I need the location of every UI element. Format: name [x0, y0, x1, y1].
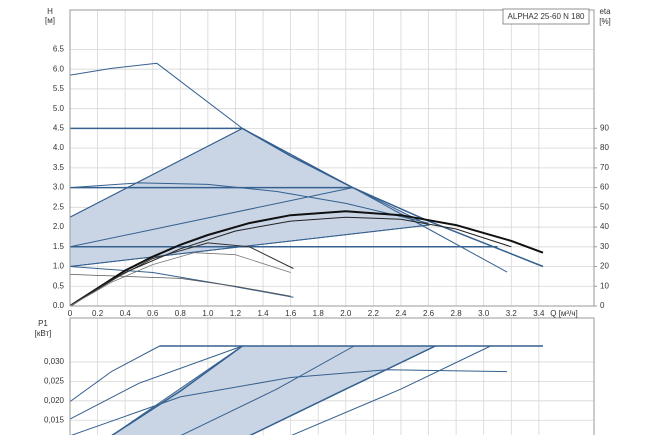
- plot-area-bottom: [70, 318, 594, 435]
- y-tick-label: 4.5: [53, 124, 65, 133]
- x-tick-label: 3.4: [533, 309, 545, 318]
- y-tick-label: 2.0: [53, 222, 65, 231]
- y2-tick-label: 20: [600, 262, 609, 271]
- curve: [70, 369, 508, 435]
- x-tick-label: 1.2: [230, 309, 242, 318]
- x-tick-label: 2.0: [340, 309, 352, 318]
- curve: [70, 187, 353, 248]
- x-tick-label: 2.2: [368, 309, 380, 318]
- y-tick-label: 0.5: [53, 281, 65, 290]
- curve: [111, 345, 243, 435]
- y2-tick-label: 40: [600, 222, 609, 231]
- y2-tick-label: 90: [600, 124, 609, 133]
- y2-tick-label: 10: [600, 281, 609, 290]
- x-tick-label: 1.4: [257, 309, 269, 318]
- plot-frame: [69, 9, 595, 307]
- y2-tick-label: 60: [600, 183, 609, 192]
- y-tick-label: 0,025: [44, 376, 65, 385]
- y-tick-label: 0.0: [53, 301, 65, 310]
- curve: [70, 210, 544, 306]
- curve: [70, 252, 291, 306]
- y-tick-label: 0,030: [44, 357, 65, 366]
- y2-tick-label: 30: [600, 242, 609, 251]
- x-tick-label: 0: [68, 309, 73, 318]
- y-tick-label: 6.5: [53, 45, 65, 54]
- y-tick-label: 1.5: [53, 242, 65, 251]
- curve: [70, 224, 429, 267]
- y-tick-label: 4.0: [53, 143, 65, 152]
- curve: [70, 216, 512, 306]
- curve: [70, 345, 160, 403]
- y-tick-label: 2.5: [53, 202, 65, 211]
- x-tick-label: 0.2: [92, 309, 104, 318]
- x-tick-label: 1.8: [313, 309, 325, 318]
- y-axis-label: P1: [38, 319, 48, 328]
- y-tick-label: 1.0: [53, 262, 65, 271]
- x-tick-label: 0.8: [175, 309, 187, 318]
- curve: [70, 266, 294, 298]
- x-tick-label: 0.4: [120, 309, 132, 318]
- y2-tick-label: 80: [600, 143, 609, 152]
- curve: [249, 345, 436, 435]
- y2-axis-label: eta: [599, 7, 611, 16]
- y-tick-label: 0,020: [44, 396, 65, 405]
- y2-axis-unit: [%]: [599, 17, 611, 26]
- chart-title: ALPHA2 25-60 N 180: [508, 12, 585, 21]
- title-box: [502, 8, 590, 25]
- y2-tick-label: 70: [600, 163, 609, 172]
- y-axis-unit: [кВт]: [35, 329, 52, 338]
- curve: [70, 242, 294, 306]
- x-tick-label: 2.4: [395, 309, 407, 318]
- curve: [70, 345, 243, 420]
- curve: [180, 345, 355, 435]
- y-tick-label: 0,015: [44, 415, 65, 424]
- x-tick-label: 1.6: [285, 309, 297, 318]
- x-tick-label: 2.6: [423, 309, 435, 318]
- x-tick-label: 1.0: [202, 309, 214, 318]
- y-tick-label: 5.0: [53, 104, 65, 113]
- y-tick-label: 3.5: [53, 163, 65, 172]
- curve: [291, 345, 491, 435]
- plot-frame: [69, 317, 595, 435]
- curve: [70, 127, 243, 218]
- x-axis-label: Q [м³/ч]: [550, 309, 577, 318]
- y2-tick-label: 50: [600, 202, 609, 211]
- curve: [70, 182, 429, 224]
- y-tick-label: 5.5: [53, 84, 65, 93]
- x-tick-label: 3.2: [506, 309, 518, 318]
- plot-area-top: [70, 10, 594, 306]
- y-tick-label: 3.0: [53, 183, 65, 192]
- x-tick-label: 2.8: [451, 309, 463, 318]
- y-tick-label: 6.0: [53, 64, 65, 73]
- x-tick-label: 0.6: [147, 309, 159, 318]
- x-tick-label: 3.0: [478, 309, 490, 318]
- y-axis-unit: [м]: [45, 16, 55, 25]
- y2-tick-label: 0: [600, 301, 605, 310]
- y-axis-label: H: [47, 7, 53, 16]
